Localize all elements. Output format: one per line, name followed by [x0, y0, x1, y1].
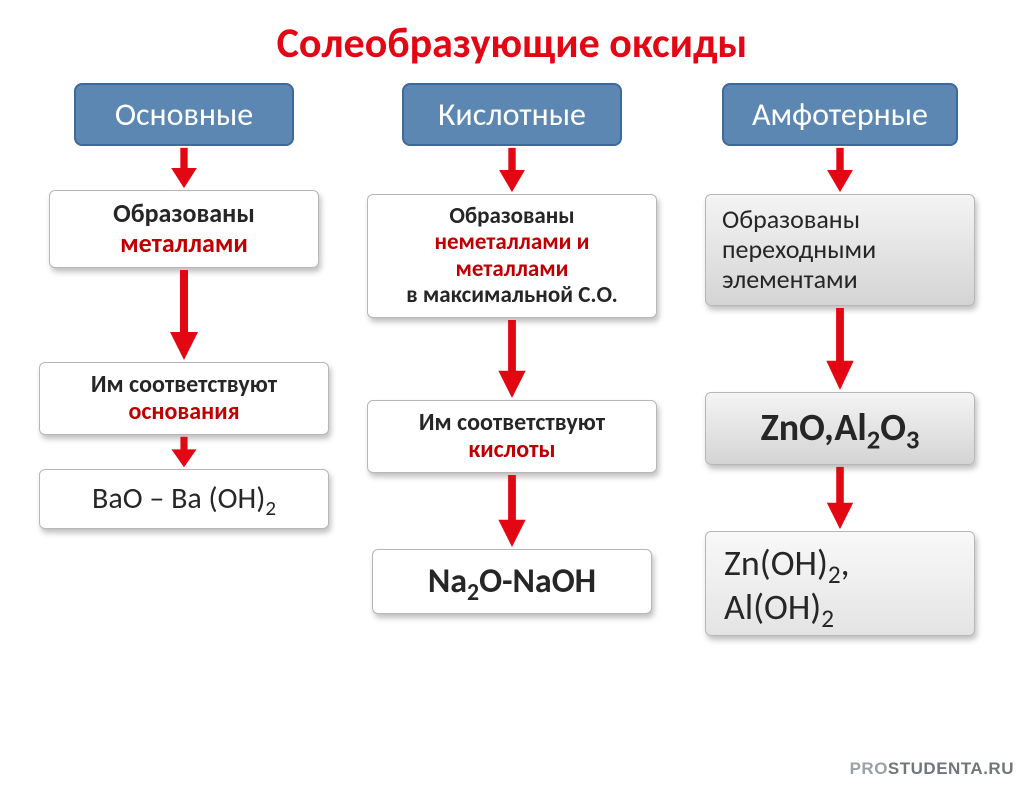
- box-formed-nonmetals: Образованы неметаллами и металлами в мак…: [367, 194, 657, 318]
- box-formula-na2o: Na2O-NaOH: [372, 549, 652, 614]
- arrow-icon: [820, 306, 860, 392]
- watermark-post: STUDENTA.RU: [888, 759, 1014, 778]
- box-formula-zno: ZnO,Al2O3: [705, 392, 975, 466]
- header-amphoteric-label: Амфотерные: [752, 95, 928, 134]
- text-line: Им соответствуют: [382, 409, 642, 437]
- arrow-icon: [492, 473, 532, 549]
- text-line: металлами: [64, 229, 304, 259]
- box-formed-metals: Образованы металлами: [49, 190, 319, 268]
- box-formula-znoh: Zn(OH)2,Al(OH)2: [705, 531, 975, 635]
- box-corresponds-acids: Им соответствуют кислоты: [367, 400, 657, 473]
- arrow-icon: [820, 465, 860, 531]
- formula-text: Na2O-NaOH: [428, 561, 596, 602]
- formula-text: BaO – Ba (OH)2: [92, 480, 276, 517]
- text-line: Им соответствуют: [54, 371, 314, 399]
- columns-container: Основные Образованы металлами Им соответ…: [0, 83, 1024, 636]
- text-line: Образованы: [382, 203, 642, 229]
- formula-text: Zn(OH)2,Al(OH)2: [724, 541, 850, 628]
- column-amphoteric: Амфотерные Образованы переходными элемен…: [686, 83, 994, 636]
- watermark-pre: PRO: [850, 759, 888, 778]
- text-line: кислоты: [382, 436, 642, 464]
- header-acidic: Кислотные: [402, 83, 622, 146]
- arrow-icon: [492, 146, 532, 194]
- text-line: Образованы переходными элементами: [722, 203, 876, 295]
- box-corresponds-bases: Им соответствуют основания: [39, 362, 329, 435]
- header-basic-label: Основные: [115, 95, 253, 134]
- box-formed-transition: Образованы переходными элементами: [705, 194, 975, 306]
- text-line: Образованы: [64, 199, 304, 229]
- page-title: Солеобразующие оксиды: [0, 18, 1024, 69]
- header-acidic-label: Кислотные: [438, 95, 586, 134]
- arrow-icon: [492, 318, 532, 400]
- text-line: неметаллами и металлами: [382, 229, 642, 282]
- header-basic: Основные: [74, 83, 294, 146]
- formula-text: ZnO,Al2O3: [761, 405, 920, 451]
- text-line: основания: [54, 398, 314, 426]
- header-amphoteric: Амфотерные: [722, 83, 958, 146]
- arrow-icon: [820, 146, 860, 194]
- box-formula-bao: BaO – Ba (OH)2: [39, 469, 329, 530]
- column-basic: Основные Образованы металлами Им соответ…: [30, 83, 338, 636]
- arrow-icon: [164, 146, 204, 190]
- arrow-icon: [164, 435, 204, 469]
- text-line: в максимальной С.О.: [382, 282, 642, 308]
- arrow-icon: [164, 268, 204, 362]
- column-acidic: Кислотные Образованы неметаллами и метал…: [358, 83, 666, 636]
- watermark: PROSTUDENTA.RU: [850, 759, 1014, 779]
